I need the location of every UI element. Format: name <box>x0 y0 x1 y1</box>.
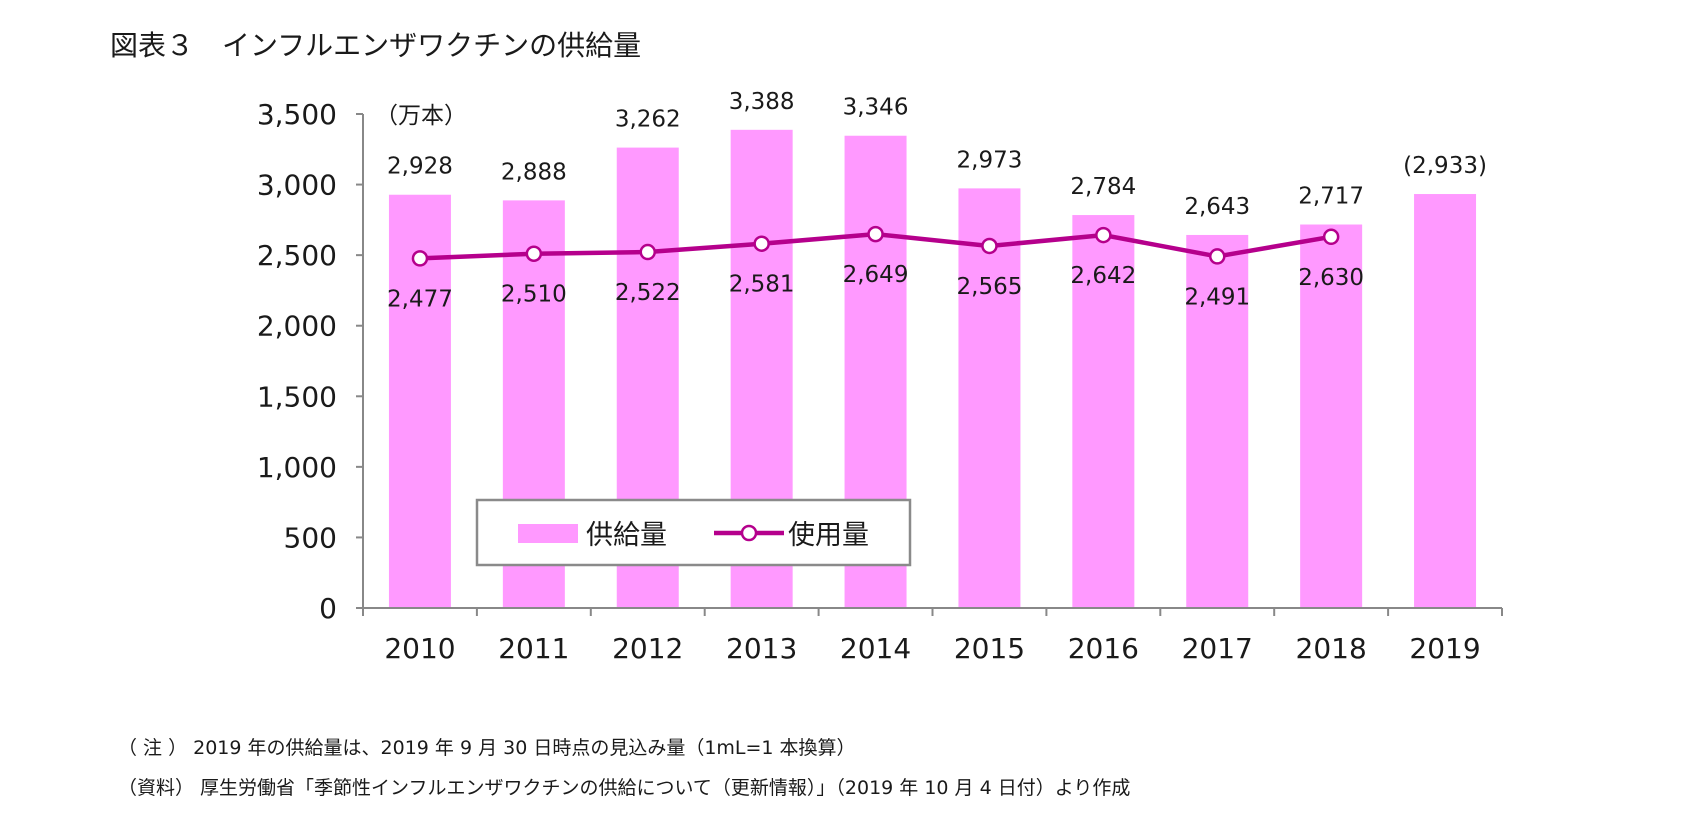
line-value-label: 2,522 <box>615 280 681 306</box>
bar-value-label: 2,888 <box>501 159 567 185</box>
bar-value-label: 2,928 <box>387 154 453 180</box>
unit-label: （万本） <box>375 103 467 129</box>
line-value-label: 2,510 <box>501 282 567 308</box>
line-point-2012 <box>639 243 656 261</box>
bar-value-label: 2,717 <box>1298 184 1364 210</box>
y-tick-label: 2,500 <box>257 239 337 272</box>
bar-value-label: 3,262 <box>615 107 681 133</box>
line-value-label: 2,649 <box>843 262 909 288</box>
bar-value-label: 2,784 <box>1070 174 1136 200</box>
y-tick-label: 500 <box>284 521 337 554</box>
line-value-label: 2,581 <box>729 272 795 298</box>
line-point-2013 <box>753 235 770 252</box>
line-value-label: 2,477 <box>387 286 453 312</box>
y-tick-label: 1,500 <box>257 380 337 413</box>
line-value-label: 2,642 <box>1070 263 1136 289</box>
y-tick-label: 3,500 <box>257 98 337 131</box>
x-tick-label: 2010 <box>384 632 455 665</box>
y-tick-label: 0 <box>319 592 337 625</box>
bar-value-label: 3,388 <box>729 89 795 115</box>
line-value-label: 2,630 <box>1298 265 1364 291</box>
x-tick-label: 2016 <box>1068 632 1139 665</box>
x-tick-label: 2018 <box>1296 632 1367 665</box>
line-point-2010 <box>411 250 429 267</box>
bar-value-label: (2,933) <box>1403 153 1487 179</box>
legend-label-usage: 使用量 <box>788 520 869 551</box>
line-point-2015 <box>981 237 998 255</box>
legend-swatch-supply <box>518 524 578 543</box>
source-text: （資料） 厚生労働省「季節性インフルエンザワクチンの供給について（更新情報）」（… <box>118 777 1131 799</box>
line-point-2018 <box>1322 228 1340 246</box>
y-tick-label: 3,000 <box>257 169 337 202</box>
y-tick-label: 2,000 <box>257 310 337 343</box>
y-tick-label: 1,000 <box>257 451 337 484</box>
line-point-2016 <box>1095 226 1112 244</box>
bar-2017 <box>1186 234 1249 609</box>
x-tick-label: 2014 <box>840 632 911 665</box>
legend-label-supply: 供給量 <box>586 520 667 551</box>
note-text: （ 注 ） 2019 年の供給量は、2019 年 9 月 30 日時点の見込み量… <box>118 737 856 759</box>
x-tick-label: 2012 <box>612 632 683 665</box>
x-tick-label: 2013 <box>726 632 797 665</box>
x-tick-label: 2011 <box>498 632 569 665</box>
bar-value-label: 2,643 <box>1184 194 1250 220</box>
x-tick-label: 2015 <box>954 632 1025 665</box>
x-tick-label: 2019 <box>1409 632 1480 665</box>
chart-title: 図表３ インフルエンザワクチンの供給量 <box>110 29 642 62</box>
line-point-2011 <box>525 245 543 262</box>
legend-swatch-usage-marker <box>740 524 758 542</box>
bar-2015 <box>958 188 1021 609</box>
bar-2019 <box>1414 194 1477 608</box>
footnotes: （ 注 ） 2019 年の供給量は、2019 年 9 月 30 日時点の見込み量… <box>118 728 1130 808</box>
bar-value-label: 3,346 <box>843 95 909 121</box>
line-point-2017 <box>1209 248 1226 265</box>
line-value-label: 2,565 <box>957 274 1023 300</box>
x-tick-label: 2017 <box>1182 632 1253 665</box>
line-point-2014 <box>867 225 884 243</box>
bar-2016 <box>1072 215 1135 608</box>
line-value-label: 2,491 <box>1184 284 1250 310</box>
bar-2018 <box>1300 224 1363 608</box>
bar-value-label: 2,973 <box>957 147 1023 173</box>
